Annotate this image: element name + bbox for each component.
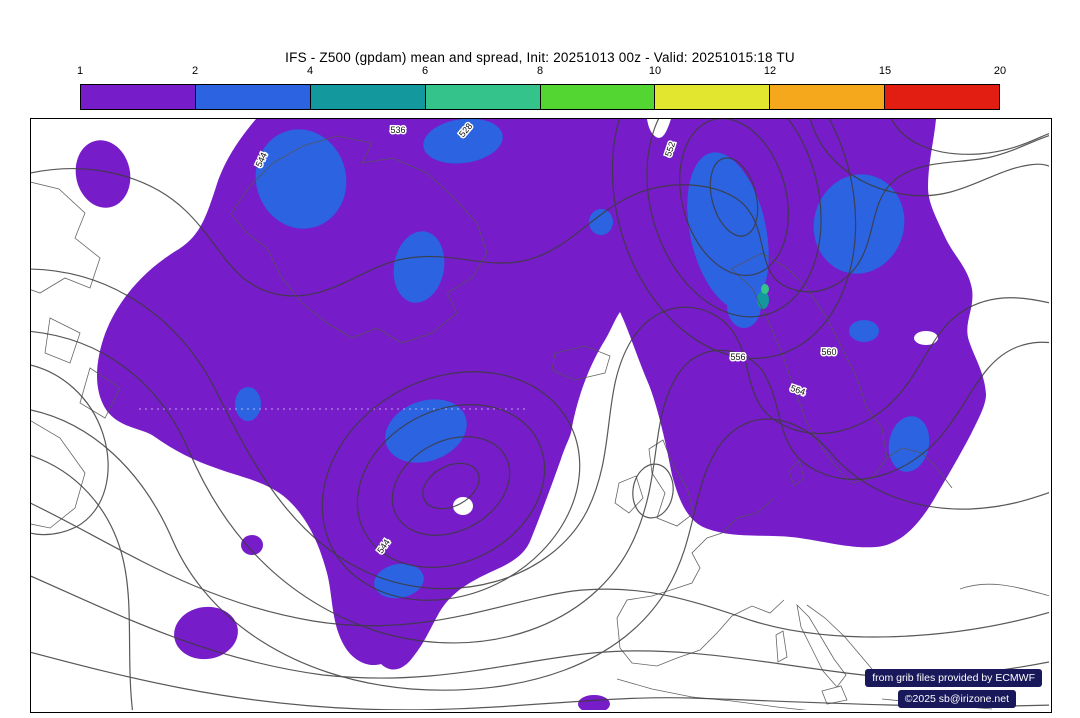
colorbar-segment [310,85,426,109]
weather-map: 544 536 528 552 556 560 544 564 from gri… [30,118,1052,713]
colorbar-tick: 6 [421,65,429,77]
coastlines [31,135,1049,710]
spread-holes [453,331,938,515]
colorbar [80,84,1000,110]
spread-shading-green [761,284,769,294]
colorbar-tick: 1 [76,65,84,77]
colorbar-tick: 20 [993,65,1007,77]
colorbar-segment [425,85,541,109]
colorbar-segment [81,85,196,109]
attribution-copyright: ©2025 sb@irizone.net [897,690,1016,708]
attribution-provider: from grib files provided by ECMWF [865,669,1042,687]
colorbar-tick: 4 [306,65,314,77]
page-title: IFS - Z500 (gpdam) mean and spread, Init… [285,50,795,65]
z500-contours [31,119,1049,710]
spread-shading-teal [757,291,769,309]
colorbar-segment [540,85,656,109]
colorbar-segment [885,85,999,109]
colorbar-tick: 12 [763,65,777,77]
contour-label: 560 [821,347,836,357]
spread-shading-blue [235,119,930,599]
colorbar-segment [655,85,771,109]
colorbar-tick: 8 [536,65,544,77]
colorbar-segment [770,85,886,109]
map-canvas: 544 536 528 552 556 560 544 564 [31,119,1049,710]
colorbar-segment [195,85,311,109]
contour-label: 536 [390,125,405,135]
colorbar-tick: 15 [878,65,892,77]
colorbar-tick: 10 [648,65,662,77]
colorbar-tick: 2 [191,65,199,77]
contour-label: 556 [730,352,745,362]
colorbar-tick-labels: 1 2 4 6 8 10 12 15 20 [76,65,1006,79]
